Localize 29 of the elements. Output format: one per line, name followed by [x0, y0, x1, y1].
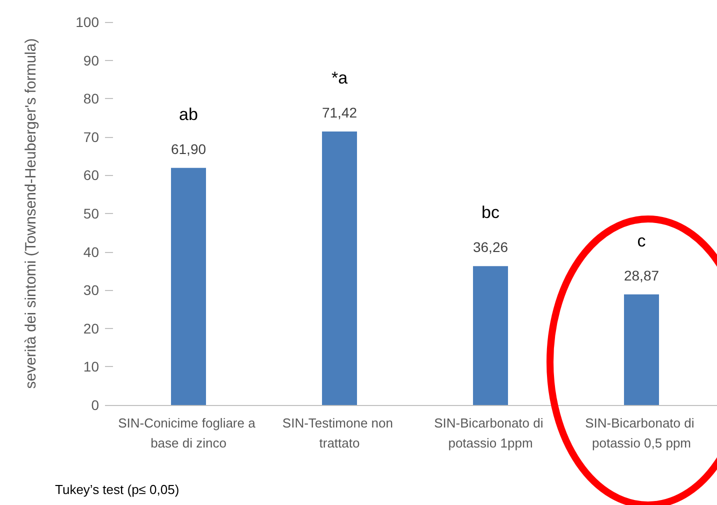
y-tick-label: 70: [83, 128, 100, 145]
annotation: *a: [331, 68, 348, 88]
y-tick-label: 60: [83, 167, 100, 184]
text: Tukey’s test (p≤ 0,05): [55, 482, 180, 497]
y-tick-label: 20: [83, 320, 100, 336]
data-label: 36,26: [472, 239, 508, 256]
y-tick-label: 50: [83, 206, 100, 222]
y-tick-label: 80: [83, 90, 100, 107]
annotation: c: [637, 231, 646, 250]
bar: [322, 131, 357, 405]
bar: [171, 168, 206, 405]
x-tick-label: SIN-Testimone non trattato: [282, 416, 397, 450]
y-tick-label: 100: [76, 14, 100, 30]
bar: [624, 294, 659, 405]
y-tick-label: 30: [83, 282, 100, 298]
y-axis-title: severità dei sintomi (Townsend-Heuberger's formula): [22, 38, 40, 389]
x-tick-label: SIN-Conicime fogliare a base di zinco: [118, 416, 259, 450]
y-tick-label: 10: [83, 358, 100, 375]
y-tick-label: 0: [91, 397, 100, 413]
x-tick-label: SIN-Bicarbonato di potassio 0,5 ppm: [585, 416, 698, 450]
y-tick-label: 90: [83, 52, 100, 68]
data-label: 71,42: [322, 104, 358, 120]
data-label: 28,87: [624, 267, 660, 284]
bar: [473, 266, 508, 405]
x-tick-label: SIN-Bicarbonato di potassio 1ppm: [434, 416, 547, 450]
annotation: ab: [179, 104, 198, 124]
y-tick-label: 40: [83, 244, 100, 260]
annotation: bc: [482, 203, 500, 222]
data-label: 61,90: [170, 140, 206, 157]
